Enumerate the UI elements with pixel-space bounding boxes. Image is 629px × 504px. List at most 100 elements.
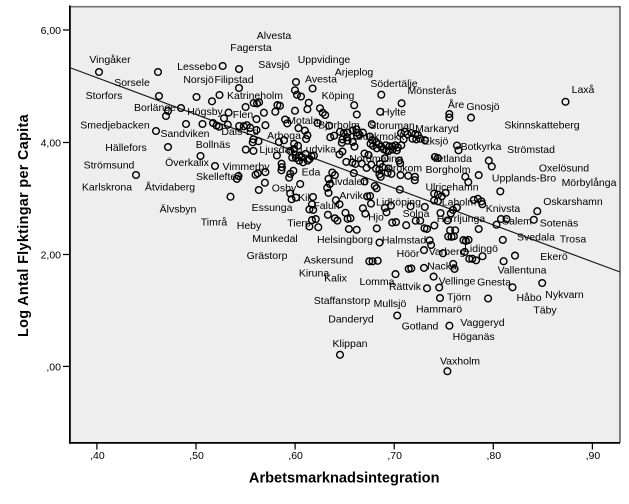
svg-text:Laxå: Laxå <box>572 84 595 96</box>
svg-text:Kiruna: Kiruna <box>299 267 330 279</box>
svg-text:Strömstad: Strömstad <box>507 144 555 156</box>
svg-text:Flen: Flen <box>233 109 254 121</box>
svg-text:Varberg: Varberg <box>429 246 466 258</box>
svg-text:Sorsele: Sorsele <box>114 77 150 89</box>
svg-text:Bjurholm: Bjurholm <box>318 119 360 131</box>
svg-text:Höör: Höör <box>397 248 420 260</box>
svg-text:Arjeplog: Arjeplog <box>335 66 374 78</box>
svg-text:Askersund: Askersund <box>304 254 354 266</box>
svg-text:Vaggeryd: Vaggeryd <box>460 317 504 329</box>
svg-text:Åtvidaberg: Åtvidaberg <box>145 180 195 193</box>
svg-text:Upplands-Bro: Upplands-Bro <box>492 172 556 184</box>
svg-text:Karlskrona: Karlskrona <box>82 181 132 193</box>
svg-text:Klippan: Klippan <box>332 338 367 350</box>
svg-text:Osby: Osby <box>272 182 297 194</box>
svg-text:Skinnskatteberg: Skinnskatteberg <box>504 119 579 131</box>
svg-text:Gnesta: Gnesta <box>477 276 511 288</box>
svg-text:Avesta: Avesta <box>305 73 337 85</box>
svg-text:6,00: 6,00 <box>41 25 62 37</box>
svg-text:Borgholm: Borgholm <box>426 164 471 176</box>
svg-text:Helsingborg: Helsingborg <box>317 234 373 246</box>
svg-text:Vellinge: Vellinge <box>439 275 476 287</box>
svg-text:2,00: 2,00 <box>41 249 62 261</box>
svg-text:Staffanstorp: Staffanstorp <box>314 295 371 307</box>
svg-text:Sotenäs: Sotenäs <box>540 217 579 229</box>
svg-text:Nordmaling: Nordmaling <box>349 153 403 165</box>
svg-text:Sandviken: Sandviken <box>160 128 209 140</box>
svg-text:Arvika: Arvika <box>339 190 368 202</box>
svg-text:Lomma: Lomma <box>359 276 394 288</box>
svg-text:Strömsund: Strömsund <box>84 159 135 171</box>
svg-text:Fagersta: Fagersta <box>230 42 272 54</box>
svg-text:Norsjö: Norsjö <box>183 74 214 86</box>
svg-text:Åre: Åre <box>448 98 465 111</box>
svg-text:Gnosjö: Gnosjö <box>466 101 499 113</box>
svg-text:,90: ,90 <box>586 450 601 462</box>
svg-text:Älvdalen: Älvdalen <box>328 176 368 188</box>
svg-text:Eda: Eda <box>302 166 321 178</box>
svg-text:Vetlanda: Vetlanda <box>431 153 472 165</box>
svg-text:Vimmerby: Vimmerby <box>222 161 270 173</box>
svg-text:Ludvika: Ludvika <box>300 143 336 155</box>
svg-text:Dals-Ed: Dals-Ed <box>221 126 259 138</box>
svg-text:Motala: Motala <box>287 115 319 127</box>
svg-text:Högsby: Högsby <box>187 106 223 118</box>
svg-text:Ulricehamn: Ulricehamn <box>425 181 478 193</box>
svg-text:Vallentuna: Vallentuna <box>498 264 547 276</box>
svg-text:Borlänge: Borlänge <box>134 102 176 114</box>
svg-text:Trosa: Trosa <box>560 233 587 245</box>
svg-text:Krokom: Krokom <box>386 162 422 174</box>
svg-text:Rättvik: Rättvik <box>389 281 422 293</box>
svg-text:Botkyrka: Botkyrka <box>461 141 502 153</box>
svg-text:,60: ,60 <box>288 450 303 462</box>
svg-text:Storuman: Storuman <box>369 120 415 132</box>
svg-text:Svedala: Svedala <box>517 231 555 243</box>
svg-text:Ekerö: Ekerö <box>540 251 568 263</box>
svg-text:Skellefteå: Skellefteå <box>196 171 242 183</box>
svg-text:Munkedal: Munkedal <box>252 233 298 245</box>
svg-text:Mullsjö: Mullsjö <box>374 298 407 310</box>
svg-text:Arboga: Arboga <box>267 130 301 142</box>
svg-text:,70: ,70 <box>387 450 402 462</box>
svg-text:Filipstad: Filipstad <box>214 74 253 86</box>
svg-text:Heby: Heby <box>237 220 262 232</box>
svg-text:,40: ,40 <box>90 450 105 462</box>
svg-text:Grästorp: Grästorp <box>247 250 288 262</box>
svg-text:Höganäs: Höganäs <box>453 331 495 343</box>
svg-text:Markaryd: Markaryd <box>415 123 459 135</box>
svg-text:Älvsbyn: Älvsbyn <box>160 203 197 215</box>
svg-text:Sävsjö: Sävsjö <box>258 59 290 71</box>
svg-text:4,00: 4,00 <box>41 137 62 149</box>
svg-text:Danderyd: Danderyd <box>328 313 374 325</box>
svg-text:Laholm: Laholm <box>442 196 477 208</box>
svg-text:Mörbylånga: Mörbylånga <box>562 177 617 189</box>
svg-text:Smedjebacken: Smedjebacken <box>80 119 150 131</box>
svg-text:Nykvarn: Nykvarn <box>545 289 584 301</box>
svg-text:Hammarö: Hammarö <box>416 303 462 315</box>
svg-text:Halmstad: Halmstad <box>382 234 427 246</box>
svg-text:Mönsterås: Mönsterås <box>407 85 456 97</box>
svg-text:Lessebo: Lessebo <box>177 61 217 73</box>
svg-text:Södertälje: Södertälje <box>370 78 417 90</box>
svg-text:Oskarshamn: Oskarshamn <box>543 196 603 208</box>
svg-text:Köping: Köping <box>322 90 355 102</box>
svg-text:,80: ,80 <box>486 450 501 462</box>
svg-text:Överkalix: Överkalix <box>165 157 210 169</box>
svg-text:Vingåker: Vingåker <box>89 54 131 66</box>
svg-text:Täby: Täby <box>533 304 557 316</box>
svg-text:Håbo: Håbo <box>516 292 541 304</box>
svg-text:Oxelösund: Oxelösund <box>539 162 589 174</box>
svg-text:Uppvidinge: Uppvidinge <box>298 54 351 66</box>
svg-text:Lidköping: Lidköping <box>376 196 421 208</box>
svg-text:Herrljunga: Herrljunga <box>437 213 486 225</box>
svg-text:Essunga: Essunga <box>252 202 293 214</box>
svg-text:Lidingö: Lidingö <box>464 243 498 255</box>
svg-text:Alvesta: Alvesta <box>257 30 292 42</box>
svg-text:,00: ,00 <box>46 361 61 373</box>
svg-text:Hjo: Hjo <box>368 211 384 223</box>
svg-text:Timrå: Timrå <box>201 216 228 228</box>
svg-text:Ljusdal: Ljusdal <box>259 144 292 156</box>
svg-text:Knivsta: Knivsta <box>486 203 521 215</box>
svg-text:Arbetsmarknadsintegration: Arbetsmarknadsintegration <box>249 471 440 487</box>
svg-text:Bollnäs: Bollnäs <box>196 139 230 151</box>
